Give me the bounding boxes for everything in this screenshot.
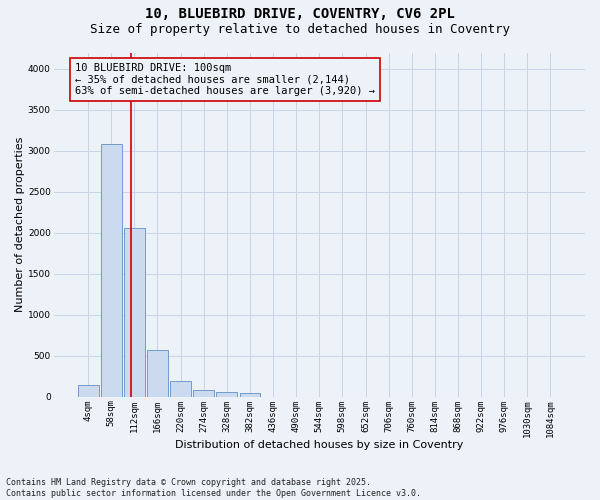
Text: 10, BLUEBIRD DRIVE, COVENTRY, CV6 2PL: 10, BLUEBIRD DRIVE, COVENTRY, CV6 2PL xyxy=(145,8,455,22)
Text: Contains HM Land Registry data © Crown copyright and database right 2025.
Contai: Contains HM Land Registry data © Crown c… xyxy=(6,478,421,498)
Text: Size of property relative to detached houses in Coventry: Size of property relative to detached ho… xyxy=(90,22,510,36)
Bar xyxy=(124,228,145,397)
Bar xyxy=(217,392,237,397)
Bar xyxy=(193,390,214,397)
Bar xyxy=(78,386,98,397)
Y-axis label: Number of detached properties: Number of detached properties xyxy=(15,137,25,312)
Text: 10 BLUEBIRD DRIVE: 100sqm
← 35% of detached houses are smaller (2,144)
63% of se: 10 BLUEBIRD DRIVE: 100sqm ← 35% of detac… xyxy=(75,63,375,96)
X-axis label: Distribution of detached houses by size in Coventry: Distribution of detached houses by size … xyxy=(175,440,463,450)
Bar xyxy=(101,144,122,397)
Bar xyxy=(239,392,260,397)
Bar xyxy=(147,350,168,397)
Bar xyxy=(170,381,191,397)
